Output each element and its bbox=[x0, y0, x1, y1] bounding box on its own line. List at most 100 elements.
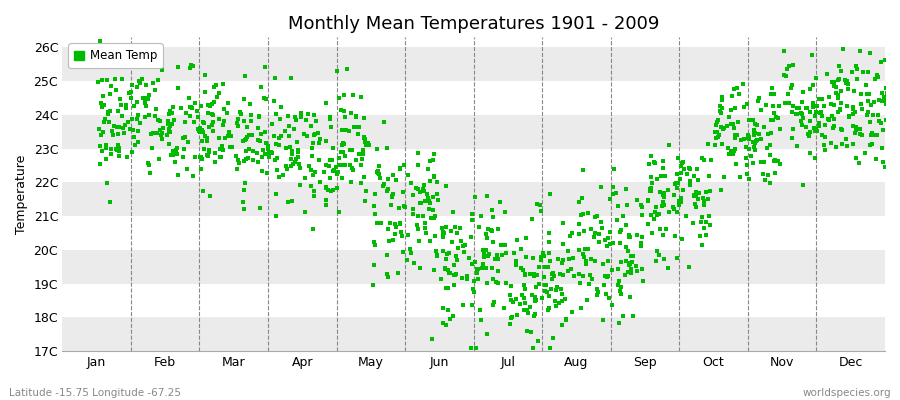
Point bbox=[155, 67, 169, 73]
Point bbox=[619, 244, 634, 250]
Point bbox=[616, 313, 630, 319]
Point bbox=[572, 271, 586, 278]
Point bbox=[548, 298, 562, 304]
Point bbox=[754, 136, 769, 142]
Point bbox=[630, 268, 644, 275]
Point bbox=[614, 259, 628, 266]
Point bbox=[167, 159, 182, 166]
Point bbox=[673, 163, 688, 169]
Point bbox=[652, 252, 666, 258]
Point bbox=[191, 126, 205, 132]
Point bbox=[267, 98, 282, 104]
Point bbox=[673, 169, 688, 176]
Point bbox=[115, 125, 130, 131]
Point bbox=[224, 144, 238, 150]
Point bbox=[104, 146, 118, 153]
Point bbox=[841, 81, 855, 87]
Point bbox=[238, 180, 252, 186]
Point bbox=[326, 145, 340, 151]
Point bbox=[171, 171, 185, 178]
Point bbox=[828, 84, 842, 90]
Point bbox=[652, 226, 667, 232]
Point bbox=[541, 264, 555, 270]
Point bbox=[656, 256, 670, 262]
Point bbox=[849, 155, 863, 161]
Point bbox=[505, 314, 519, 320]
Point bbox=[384, 194, 399, 200]
Point bbox=[747, 140, 761, 146]
Point bbox=[513, 300, 527, 307]
Point bbox=[519, 254, 534, 260]
Point bbox=[451, 245, 465, 252]
Point bbox=[393, 166, 408, 172]
Point bbox=[100, 180, 114, 186]
Point bbox=[369, 220, 383, 226]
Point bbox=[455, 274, 470, 281]
Point bbox=[450, 257, 464, 263]
Point bbox=[456, 249, 471, 256]
Point bbox=[572, 199, 586, 206]
Point bbox=[502, 292, 517, 298]
Point bbox=[750, 137, 764, 143]
Point bbox=[526, 272, 541, 279]
Point bbox=[622, 234, 636, 240]
Point bbox=[447, 272, 462, 279]
Point bbox=[426, 194, 440, 200]
Point bbox=[622, 234, 636, 240]
Point bbox=[854, 101, 868, 107]
Point bbox=[622, 232, 636, 238]
Point bbox=[833, 106, 848, 112]
Point bbox=[166, 152, 180, 158]
Point bbox=[139, 103, 153, 110]
Point bbox=[455, 302, 470, 308]
Point bbox=[832, 76, 846, 82]
Point bbox=[504, 297, 518, 303]
Point bbox=[269, 110, 284, 117]
Point bbox=[131, 78, 146, 85]
Point bbox=[249, 150, 264, 156]
Point bbox=[475, 261, 490, 267]
Point bbox=[815, 96, 830, 102]
Point bbox=[481, 193, 495, 200]
Point bbox=[332, 155, 347, 161]
Point bbox=[413, 200, 428, 206]
Point bbox=[832, 107, 847, 113]
Point bbox=[142, 92, 157, 98]
Point bbox=[894, 52, 900, 58]
Point bbox=[557, 296, 572, 302]
Point bbox=[532, 264, 546, 270]
Point bbox=[543, 190, 557, 197]
Point bbox=[439, 182, 454, 189]
Point bbox=[335, 142, 349, 148]
Point bbox=[284, 148, 299, 155]
Point bbox=[422, 200, 436, 206]
Point bbox=[300, 133, 314, 140]
Point bbox=[321, 163, 336, 169]
Point bbox=[752, 94, 766, 101]
Point bbox=[197, 120, 211, 126]
Point bbox=[874, 59, 888, 65]
Point bbox=[527, 313, 542, 320]
Point bbox=[196, 188, 211, 194]
Point bbox=[576, 250, 590, 257]
Point bbox=[555, 291, 570, 297]
Point bbox=[796, 88, 811, 95]
Point bbox=[106, 132, 121, 139]
Point bbox=[449, 230, 464, 236]
Point bbox=[634, 202, 648, 208]
Point bbox=[287, 114, 302, 120]
Bar bbox=[62, 115, 885, 149]
Point bbox=[161, 121, 176, 128]
Point bbox=[877, 94, 891, 100]
Point bbox=[691, 176, 706, 183]
Point bbox=[656, 192, 670, 198]
Point bbox=[367, 191, 382, 198]
Point bbox=[234, 111, 248, 117]
Point bbox=[115, 76, 130, 82]
Point bbox=[273, 116, 287, 122]
Point bbox=[400, 172, 415, 178]
Point bbox=[596, 260, 610, 267]
Point bbox=[131, 112, 146, 118]
Point bbox=[682, 264, 697, 270]
Point bbox=[480, 331, 494, 338]
